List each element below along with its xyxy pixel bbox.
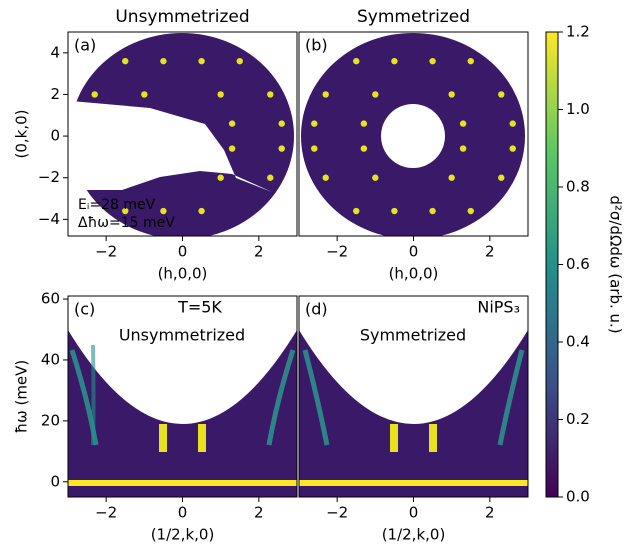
peak bbox=[360, 145, 368, 152]
x-tick-label: −2 bbox=[326, 243, 348, 261]
y-tick-label: 0 bbox=[50, 472, 60, 490]
peak bbox=[311, 145, 318, 152]
x-tick-label: 2 bbox=[485, 504, 495, 522]
map-background bbox=[68, 330, 297, 497]
map-background bbox=[301, 33, 525, 236]
panel-label: (b) bbox=[305, 36, 328, 55]
map-background bbox=[68, 33, 294, 236]
peak bbox=[141, 91, 148, 98]
x-tick-label: −2 bbox=[326, 504, 348, 522]
peak bbox=[353, 207, 360, 215]
peak bbox=[198, 207, 205, 215]
x-tick-label: 0 bbox=[178, 243, 188, 261]
x-axis-label: (1/2,k,0) bbox=[382, 526, 446, 544]
peak bbox=[278, 120, 285, 127]
peak bbox=[391, 57, 398, 65]
peak bbox=[459, 145, 467, 152]
x-tick-label: 0 bbox=[178, 504, 188, 522]
peak bbox=[429, 207, 436, 215]
peak bbox=[267, 91, 274, 98]
peak bbox=[372, 174, 379, 181]
peak bbox=[429, 57, 436, 65]
panel-label: (c) bbox=[74, 300, 95, 319]
peak bbox=[459, 120, 467, 127]
annotation: Symmetrized bbox=[360, 326, 466, 345]
peak bbox=[198, 57, 205, 65]
x-tick-label: −2 bbox=[95, 504, 117, 522]
peak bbox=[236, 57, 243, 65]
peak bbox=[122, 207, 129, 215]
peak bbox=[311, 120, 318, 127]
peak bbox=[322, 91, 329, 98]
peak bbox=[217, 91, 224, 98]
y-tick-label: 60 bbox=[41, 290, 60, 308]
x-tick-label: 2 bbox=[485, 243, 495, 261]
colorbar-tick-label: 1.2 bbox=[566, 23, 590, 41]
peak bbox=[122, 57, 129, 65]
x-tick-label: −2 bbox=[95, 243, 117, 261]
panel-label: (a) bbox=[74, 36, 96, 55]
peak bbox=[228, 145, 236, 152]
x-tick-label: 2 bbox=[254, 504, 264, 522]
colorbar-tick-label: 0.2 bbox=[566, 410, 590, 428]
x-axis-label: (1/2,k,0) bbox=[151, 526, 215, 544]
peak bbox=[391, 207, 398, 215]
y-tick-label: 2 bbox=[50, 85, 60, 103]
peak bbox=[467, 57, 474, 65]
colorbar bbox=[545, 31, 559, 498]
y-tick-label: −2 bbox=[38, 168, 60, 186]
peak bbox=[228, 120, 236, 127]
peak bbox=[267, 174, 274, 181]
y-tick-label: 40 bbox=[41, 350, 60, 368]
y-axis-label: ħω (meV) bbox=[13, 360, 31, 434]
peak bbox=[448, 91, 455, 98]
peak bbox=[360, 120, 368, 127]
y-axis-label: (0,k,0) bbox=[13, 109, 31, 158]
peak bbox=[509, 145, 516, 152]
annotation: Unsymmetrized bbox=[119, 326, 245, 345]
panel-title: Symmetrized bbox=[357, 7, 470, 27]
annotation: T=5K bbox=[177, 298, 222, 317]
peak bbox=[467, 207, 474, 215]
y-tick-label: 20 bbox=[41, 411, 60, 429]
annotation: NiPS₃ bbox=[477, 298, 520, 317]
peak bbox=[448, 174, 455, 181]
peak bbox=[217, 174, 224, 181]
annotation: Eᵢ=28 meV bbox=[78, 197, 156, 213]
colorbar-tick-label: 0.6 bbox=[566, 255, 590, 273]
annotation: Δħω=15 meV bbox=[78, 215, 175, 231]
peak bbox=[322, 174, 329, 181]
peak bbox=[372, 91, 379, 98]
x-tick-label: 0 bbox=[409, 243, 419, 261]
x-tick-label: 2 bbox=[254, 243, 264, 261]
map-background bbox=[299, 330, 528, 497]
y-tick-label: 0 bbox=[50, 127, 60, 145]
y-tick-label: 4 bbox=[50, 43, 60, 61]
peak bbox=[91, 91, 98, 98]
panel-title: Unsymmetrized bbox=[115, 7, 249, 27]
x-tick-label: 0 bbox=[409, 504, 419, 522]
colorbar-label: d²σ/dΩdω (arb. u.) bbox=[607, 195, 625, 333]
peak bbox=[498, 91, 505, 98]
y-tick-label: −4 bbox=[38, 210, 60, 228]
x-axis-label: (h,0,0) bbox=[389, 265, 439, 283]
peak bbox=[278, 145, 285, 152]
panel-label: (d) bbox=[305, 300, 328, 319]
peak bbox=[353, 57, 360, 65]
peak bbox=[498, 174, 505, 181]
peak bbox=[160, 207, 167, 215]
x-axis-label: (h,0,0) bbox=[158, 265, 208, 283]
peak bbox=[509, 120, 516, 127]
colorbar-tick-label: 0.0 bbox=[566, 488, 590, 506]
colorbar-tick-label: 0.8 bbox=[566, 178, 590, 196]
colorbar-tick-label: 0.4 bbox=[566, 333, 590, 351]
colorbar-tick-label: 1.0 bbox=[566, 100, 590, 118]
peak bbox=[160, 57, 167, 65]
